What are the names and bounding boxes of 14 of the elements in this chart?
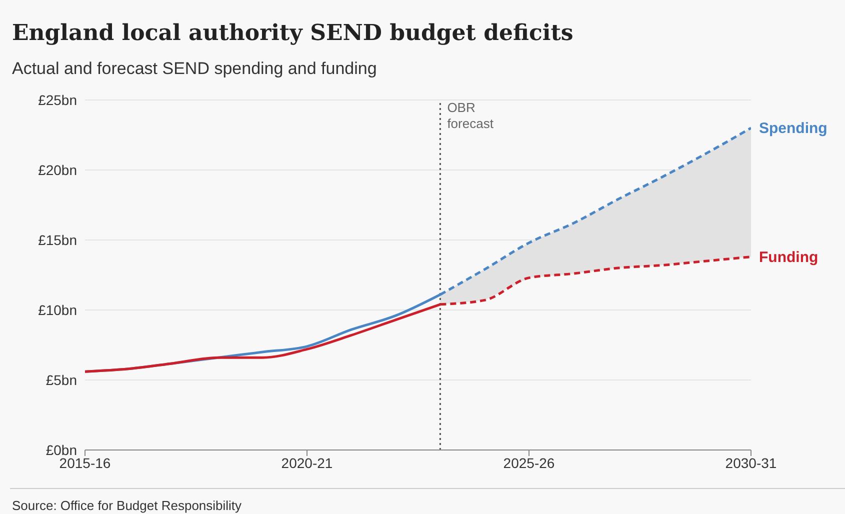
text: OBR forecast	[447, 100, 494, 131]
y-tick-label: £10bn	[38, 302, 77, 318]
y-tick-label: £20bn	[38, 162, 77, 178]
chart-subtitle: Actual and forecast SEND spending and funding	[12, 59, 377, 79]
x-tick-label: 2020-21	[281, 454, 333, 471]
y-tick-label: £15bn	[38, 232, 77, 248]
x-tick-label: 2030-31	[725, 454, 777, 471]
chart-title: England local authority SEND budget deficits	[12, 20, 574, 46]
series-label: Spending	[759, 120, 828, 137]
source-note: Source: Office for Budget Responsibility	[12, 498, 242, 513]
y-tick-label: £25bn	[38, 92, 77, 108]
y-tick-label: £5bn	[46, 372, 77, 388]
series-label: Funding	[759, 248, 818, 266]
x-tick-label: 2025-26	[503, 454, 555, 471]
